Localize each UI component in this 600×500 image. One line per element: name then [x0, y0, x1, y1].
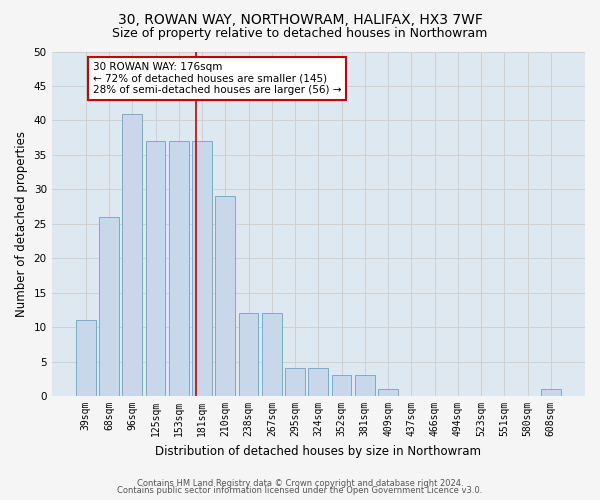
Bar: [146, 141, 166, 396]
Bar: [332, 376, 352, 396]
Bar: [541, 389, 561, 396]
Text: Contains HM Land Registry data © Crown copyright and database right 2024.: Contains HM Land Registry data © Crown c…: [137, 478, 463, 488]
Bar: [215, 196, 235, 396]
Text: Contains public sector information licensed under the Open Government Licence v3: Contains public sector information licen…: [118, 486, 482, 495]
Bar: [169, 141, 188, 396]
Bar: [239, 314, 259, 396]
Bar: [355, 376, 375, 396]
Bar: [192, 141, 212, 396]
Bar: [99, 217, 119, 396]
Bar: [76, 320, 95, 396]
Bar: [285, 368, 305, 396]
Y-axis label: Number of detached properties: Number of detached properties: [15, 131, 28, 317]
Bar: [122, 114, 142, 396]
Text: Size of property relative to detached houses in Northowram: Size of property relative to detached ho…: [112, 28, 488, 40]
Bar: [378, 389, 398, 396]
Bar: [262, 314, 282, 396]
X-axis label: Distribution of detached houses by size in Northowram: Distribution of detached houses by size …: [155, 444, 481, 458]
Text: 30 ROWAN WAY: 176sqm
← 72% of detached houses are smaller (145)
28% of semi-deta: 30 ROWAN WAY: 176sqm ← 72% of detached h…: [93, 62, 341, 95]
Text: 30, ROWAN WAY, NORTHOWRAM, HALIFAX, HX3 7WF: 30, ROWAN WAY, NORTHOWRAM, HALIFAX, HX3 …: [118, 12, 482, 26]
Bar: [308, 368, 328, 396]
